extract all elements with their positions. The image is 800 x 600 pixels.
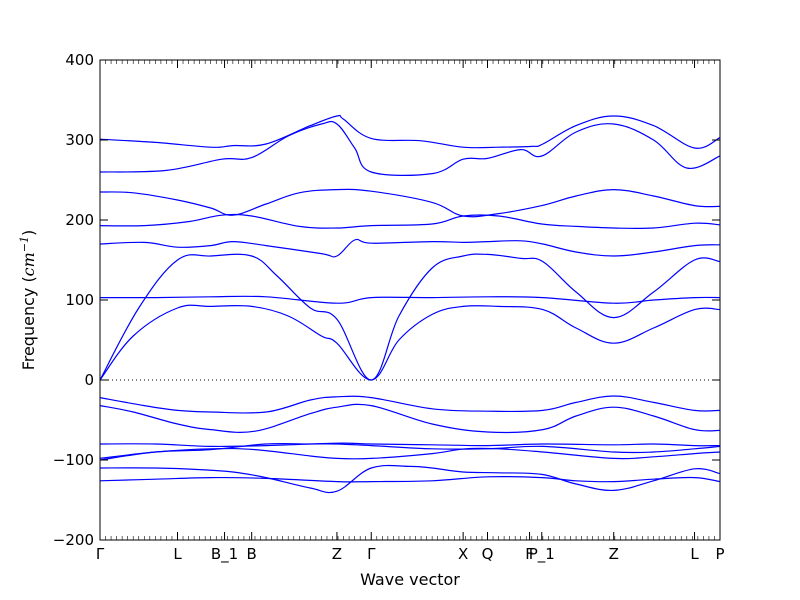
band-6 <box>99 253 721 381</box>
y-axis-label-close: ) <box>19 230 38 236</box>
band-11 <box>99 442 721 448</box>
y-tick-label: 100 <box>65 291 94 309</box>
y-tick-label: −100 <box>53 451 94 469</box>
x-tick-label: L <box>173 545 182 563</box>
y-tick-label: 300 <box>65 131 94 149</box>
y-axis-ticks: 400 300 200 100 0 −100 −200 <box>53 51 720 549</box>
x-tick-label: X <box>458 545 468 563</box>
y-tick-label: −200 <box>53 531 94 549</box>
x-tick-label: Γ <box>367 545 376 563</box>
x-tick-label: F <box>525 545 534 563</box>
band-5 <box>99 238 721 258</box>
band-9 <box>99 395 721 414</box>
band-4 <box>99 213 721 230</box>
x-tick-label: P_1 <box>529 545 555 564</box>
y-axis-label-unit: cm <box>19 252 38 276</box>
x-axis-label: Wave vector <box>360 570 460 589</box>
y-tick-label: 400 <box>65 51 94 69</box>
x-tick-label: L <box>690 545 699 563</box>
y-tick-label: 0 <box>84 371 94 389</box>
band-lines <box>99 114 721 494</box>
band-13 <box>99 442 721 461</box>
x-tick-label: Γ <box>96 545 105 563</box>
x-tick-label: Z <box>609 545 619 563</box>
x-tick-label: Q <box>482 545 494 563</box>
band-3 <box>99 188 721 218</box>
band-15 <box>99 475 721 483</box>
band-2 <box>99 120 721 176</box>
band-1 <box>99 114 721 149</box>
y-axis-label-text: Frequency ( <box>19 276 38 370</box>
minor-ticks <box>99 60 721 540</box>
band-10 <box>99 403 721 434</box>
x-axis-ticks: Γ L B_1 B Z Γ X Q FP_1 Z L P <box>96 60 725 564</box>
y-axis-label: Frequency (cm−1) <box>18 230 38 371</box>
x-tick-label: Z <box>332 545 342 563</box>
band-8 <box>99 304 721 381</box>
plot-background <box>100 60 720 540</box>
x-tick-label: B_1 <box>211 545 238 564</box>
band-14 <box>99 464 721 494</box>
band-7 <box>99 295 721 304</box>
x-tick-label: P <box>715 545 724 563</box>
x-tick-label: B <box>247 545 257 563</box>
y-axis-label-exponent: −1 <box>18 236 31 252</box>
y-tick-label: 200 <box>65 211 94 229</box>
